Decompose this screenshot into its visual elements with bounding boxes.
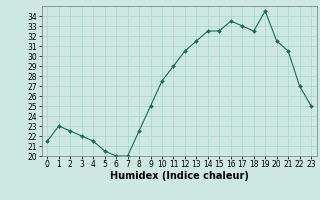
X-axis label: Humidex (Indice chaleur): Humidex (Indice chaleur) <box>110 171 249 181</box>
